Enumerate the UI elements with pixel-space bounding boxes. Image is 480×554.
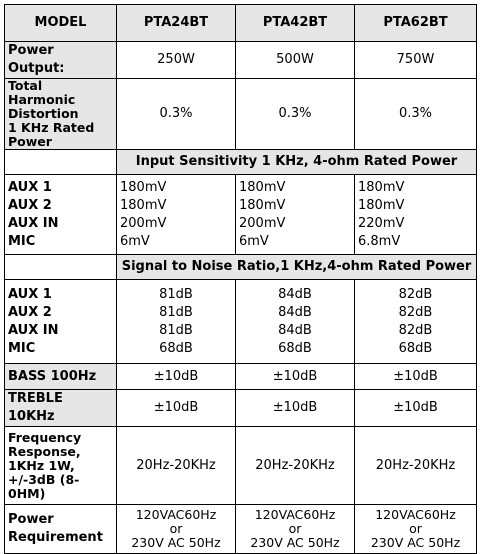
power-output-value: 500W bbox=[235, 41, 355, 79]
input-sensitivity-title: Input Sensitivity 1 KHz, 4-ohm Rated Pow… bbox=[116, 149, 477, 175]
header-row: MODEL PTA24BT PTA42BT PTA62BT bbox=[4, 4, 477, 42]
power-output-label: Power Output: bbox=[4, 41, 117, 79]
frequency-response-row: Frequency Response, 1KHz 1W, +/-3dB (8-0… bbox=[4, 426, 477, 505]
thd-label: Total Harmonic Distortion 1 KHz Rated Po… bbox=[4, 78, 117, 150]
input-sensitivity-row: AUX 1 AUX 2 AUX IN MIC 180mV 180mV 200mV… bbox=[4, 174, 477, 255]
treble-value: ±10dB bbox=[354, 389, 477, 427]
input-sensitivity-values: 180mV 180mV 220mV 6.8mV bbox=[354, 174, 477, 255]
thd-value: 0.3% bbox=[354, 78, 477, 150]
frequency-response-value: 20Hz-20KHz bbox=[354, 426, 477, 505]
snr-values: 82dB 82dB 82dB 68dB bbox=[354, 279, 477, 364]
input-sensitivity-labels: AUX 1 AUX 2 AUX IN MIC bbox=[4, 174, 117, 255]
bass-value: ±10dB bbox=[235, 363, 355, 390]
treble-row: TREBLE 10KHz ±10dB ±10dB ±10dB bbox=[4, 389, 477, 427]
snr-title-row: Signal to Noise Ratio,1 KHz,4-ohm Rated … bbox=[4, 254, 477, 280]
frequency-response-value: 20Hz-20KHz bbox=[235, 426, 355, 505]
input-sensitivity-title-row: Input Sensitivity 1 KHz, 4-ohm Rated Pow… bbox=[4, 149, 477, 175]
spec-table: MODEL PTA24BT PTA42BT PTA62BT Power Outp… bbox=[4, 4, 477, 554]
frequency-response-label: Frequency Response, 1KHz 1W, +/-3dB (8-0… bbox=[4, 426, 117, 505]
power-requirement-value: 120VAC60Hz or 230V AC 50Hz bbox=[116, 504, 236, 554]
bass-value: ±10dB bbox=[354, 363, 477, 390]
input-sensitivity-values: 180mV 180mV 200mV 6mV bbox=[116, 174, 236, 255]
snr-title: Signal to Noise Ratio,1 KHz,4-ohm Rated … bbox=[116, 254, 477, 280]
bass-row: BASS 100Hz ±10dB ±10dB ±10dB bbox=[4, 363, 477, 390]
model-name: PTA42BT bbox=[235, 4, 355, 42]
model-name: PTA62BT bbox=[354, 4, 477, 42]
empty-cell bbox=[4, 254, 117, 280]
input-sensitivity-values: 180mV 180mV 200mV 6mV bbox=[235, 174, 355, 255]
thd-row: Total Harmonic Distortion 1 KHz Rated Po… bbox=[4, 78, 477, 150]
treble-value: ±10dB bbox=[116, 389, 236, 427]
power-requirement-label: Power Requirement bbox=[4, 504, 117, 554]
power-requirement-row: Power Requirement 120VAC60Hz or 230V AC … bbox=[4, 504, 477, 554]
thd-value: 0.3% bbox=[116, 78, 236, 150]
snr-labels: AUX 1 AUX 2 AUX IN MIC bbox=[4, 279, 117, 364]
empty-cell bbox=[4, 149, 117, 175]
power-requirement-value: 120VAC60Hz or 230V AC 50Hz bbox=[235, 504, 355, 554]
thd-value: 0.3% bbox=[235, 78, 355, 150]
model-header: MODEL bbox=[4, 4, 117, 42]
power-output-value: 250W bbox=[116, 41, 236, 79]
bass-value: ±10dB bbox=[116, 363, 236, 390]
bass-label: BASS 100Hz bbox=[4, 363, 117, 390]
model-name: PTA24BT bbox=[116, 4, 236, 42]
power-requirement-value: 120VAC60Hz or 230V AC 50Hz bbox=[354, 504, 477, 554]
frequency-response-value: 20Hz-20KHz bbox=[116, 426, 236, 505]
snr-row: AUX 1 AUX 2 AUX IN MIC 81dB 81dB 81dB 68… bbox=[4, 279, 477, 364]
power-output-row: Power Output: 250W 500W 750W bbox=[4, 41, 477, 79]
power-output-value: 750W bbox=[354, 41, 477, 79]
snr-values: 81dB 81dB 81dB 68dB bbox=[116, 279, 236, 364]
treble-value: ±10dB bbox=[235, 389, 355, 427]
treble-label: TREBLE 10KHz bbox=[4, 389, 117, 427]
snr-values: 84dB 84dB 84dB 68dB bbox=[235, 279, 355, 364]
